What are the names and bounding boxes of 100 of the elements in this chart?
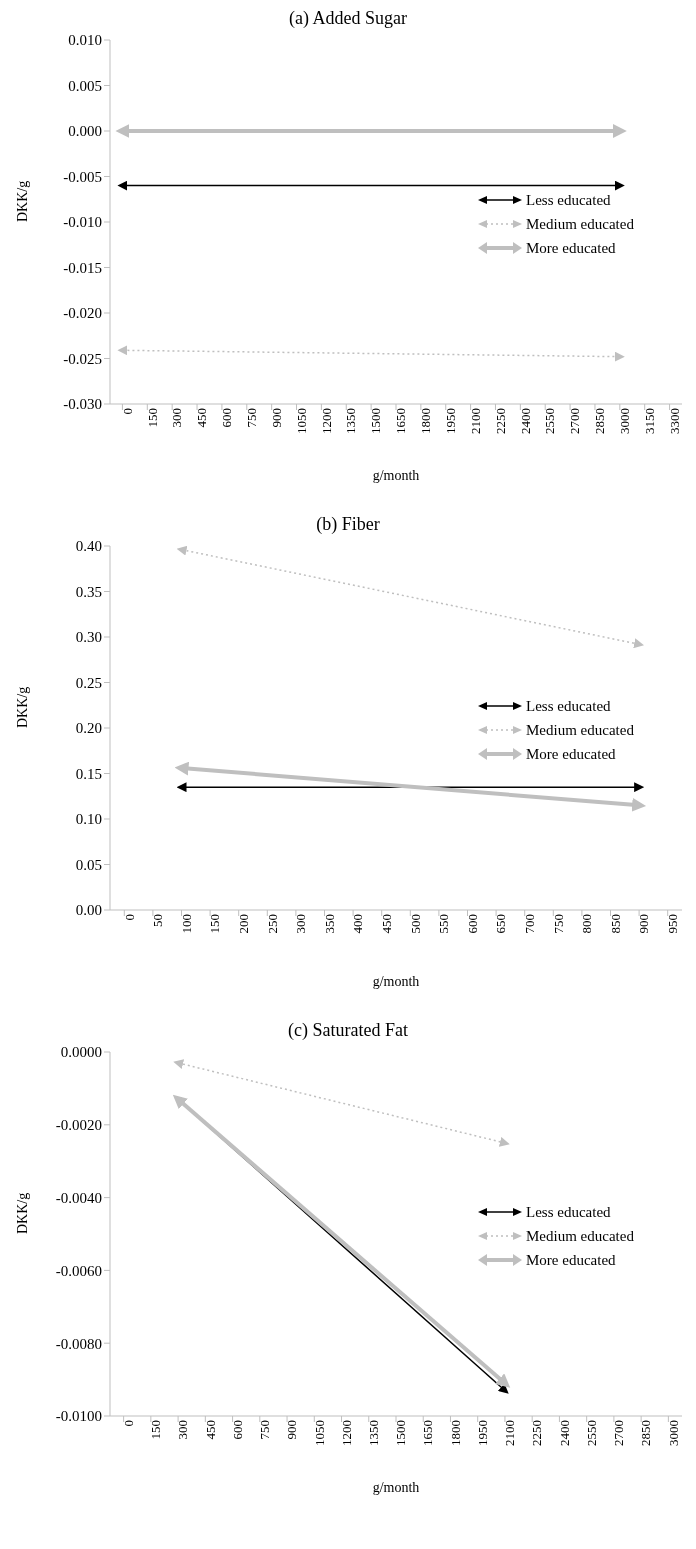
x-tick-label: 450: [378, 914, 394, 934]
x-tick-label: 2700: [611, 1420, 627, 1446]
y-tick-label: 0.010: [68, 32, 102, 49]
x-tick-label: 200: [235, 914, 251, 934]
x-tick-label: 1950: [474, 1420, 490, 1446]
y-axis-title: DKK/g: [14, 686, 30, 728]
y-tick-label: -0.0060: [55, 1262, 102, 1279]
x-tick-label: 450: [202, 1420, 218, 1440]
x-tick-label: 1500: [393, 1420, 409, 1446]
x-tick-label: 1050: [293, 408, 309, 434]
x-tick-label: 2850: [638, 1420, 654, 1446]
y-tick-label: 0.05: [75, 856, 102, 873]
legend-label: Less educated: [526, 1203, 611, 1221]
y-tick-label: -0.0040: [55, 1189, 102, 1206]
x-tick-label: 350: [321, 914, 337, 934]
legend-label: More educated: [526, 745, 616, 763]
legend-label: Less educated: [526, 191, 611, 209]
x-tick-label: 0: [119, 408, 135, 415]
x-tick-label: 150: [144, 408, 160, 428]
y-tick-label: 0.00: [75, 902, 102, 919]
x-tick-label: 900: [636, 914, 652, 934]
y-tick-label: 0.10: [75, 811, 102, 828]
x-tick-label: 50: [150, 914, 166, 927]
x-tick-label: 100: [178, 914, 194, 934]
x-tick-label: 300: [169, 408, 185, 428]
legend-label: More educated: [526, 239, 616, 257]
x-tick-label: 1200: [338, 1420, 354, 1446]
x-tick-label: 2250: [492, 408, 508, 434]
x-tick-label: 750: [244, 408, 260, 428]
y-tick-label: 0.000: [68, 123, 102, 140]
x-tick-label: 1800: [418, 408, 434, 434]
legend-label: Less educated: [526, 697, 611, 715]
x-axis-title: g/month: [372, 1480, 420, 1495]
chart-title: (c) Saturated Fat: [287, 1020, 409, 1042]
x-tick-label: 1650: [393, 408, 409, 434]
x-tick-label: 2250: [529, 1420, 545, 1446]
x-tick-label: 850: [607, 914, 623, 934]
chart-title: (b) Fiber: [315, 514, 381, 536]
y-tick-label: -0.020: [63, 305, 102, 322]
x-tick-label: 250: [264, 914, 280, 934]
y-tick-label: 0.005: [68, 77, 102, 94]
y-tick-label: 0.0000: [60, 1044, 102, 1061]
x-tick-label: 750: [550, 914, 566, 934]
y-tick-label: 0.25: [75, 674, 102, 691]
x-tick-label: 1650: [420, 1420, 436, 1446]
y-tick-label: -0.025: [63, 350, 102, 367]
x-tick-label: 2850: [592, 408, 608, 434]
x-tick-label: 400: [350, 914, 366, 934]
y-tick-label: 0.35: [75, 583, 102, 600]
legend-label: Medium educated: [526, 721, 634, 739]
x-tick-label: 900: [284, 1420, 300, 1440]
y-axis-title: DKK/g: [14, 1192, 30, 1234]
y-tick-label: -0.030: [63, 396, 102, 413]
y-tick-label: 0.15: [75, 765, 102, 782]
x-tick-label: 550: [436, 914, 452, 934]
x-tick-label: 3000: [617, 408, 633, 434]
legend-label: More educated: [526, 1251, 616, 1269]
y-axis-title: DKK/g: [14, 180, 30, 222]
x-tick-label: 900: [268, 408, 284, 428]
x-tick-label: 950: [664, 914, 680, 934]
x-tick-label: 1050: [311, 1420, 327, 1446]
x-tick-label: 300: [293, 914, 309, 934]
x-tick-label: 450: [194, 408, 210, 428]
x-tick-label: 750: [257, 1420, 273, 1440]
x-tick-label: 3150: [641, 408, 657, 434]
x-tick-label: 2400: [556, 1420, 572, 1446]
x-tick-label: 0: [120, 1420, 136, 1427]
x-tick-label: 800: [579, 914, 595, 934]
x-tick-label: 2550: [542, 408, 558, 434]
y-tick-label: -0.015: [63, 259, 102, 276]
x-tick-label: 300: [175, 1420, 191, 1440]
x-tick-label: 150: [207, 914, 223, 934]
x-tick-label: 600: [229, 1420, 245, 1440]
x-tick-label: 650: [493, 914, 509, 934]
legend-label: Medium educated: [526, 215, 634, 233]
x-tick-label: 700: [521, 914, 537, 934]
y-tick-label: -0.005: [63, 168, 102, 185]
x-axis-title: g/month: [372, 468, 420, 483]
x-tick-label: 500: [407, 914, 423, 934]
x-tick-label: 2100: [502, 1420, 518, 1446]
x-tick-label: 1950: [442, 408, 458, 434]
y-tick-label: 0.20: [75, 720, 102, 737]
y-tick-label: -0.0020: [55, 1117, 102, 1134]
legend-label: Medium educated: [526, 1227, 634, 1245]
x-tick-label: 2400: [517, 408, 533, 434]
y-tick-label: -0.010: [63, 214, 102, 231]
x-tick-label: 3300: [666, 408, 682, 434]
x-tick-label: 600: [219, 408, 235, 428]
x-tick-label: 3000: [665, 1420, 681, 1446]
y-tick-label: -0.0080: [55, 1335, 102, 1352]
y-tick-label: 0.40: [75, 538, 102, 555]
x-tick-label: 150: [148, 1420, 164, 1440]
x-tick-label: 2700: [567, 408, 583, 434]
x-tick-label: 1200: [318, 408, 334, 434]
chart-title: (a) Added Sugar: [288, 8, 408, 30]
x-axis-title: g/month: [372, 974, 420, 989]
y-tick-label: -0.0100: [55, 1408, 102, 1425]
x-tick-label: 0: [121, 914, 137, 921]
y-tick-label: 0.30: [75, 629, 102, 646]
x-tick-label: 2550: [583, 1420, 599, 1446]
